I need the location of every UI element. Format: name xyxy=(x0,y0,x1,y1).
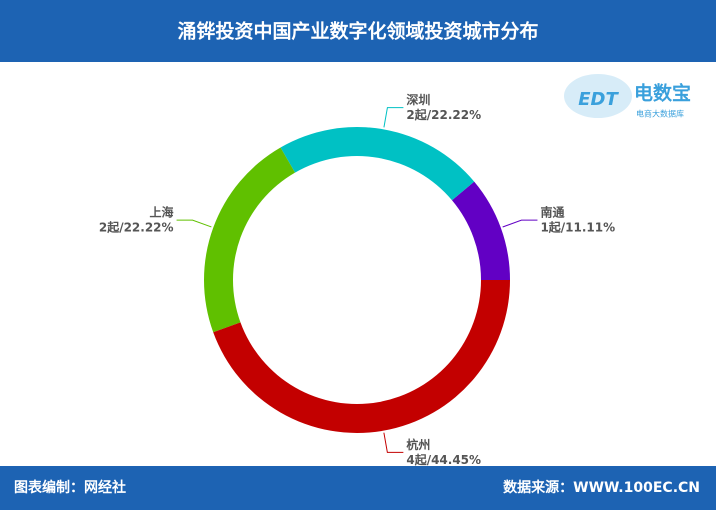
slice-name: 上海 xyxy=(150,205,174,220)
data-label: 4起/44.45% xyxy=(406,452,481,467)
slice-name: 深圳 xyxy=(406,92,430,107)
logo: EDT 电数宝 电商大数据库 xyxy=(564,74,691,119)
data-label: 2起/22.22% xyxy=(406,107,481,122)
slice-name: 南通 xyxy=(540,205,564,220)
data-label: 2起/22.22% xyxy=(99,220,174,235)
footer-left: 图表编制：网经社 xyxy=(14,479,126,496)
logo-subtitle: 电商大数据库 xyxy=(636,109,684,119)
logo-mark: EDT xyxy=(578,89,619,110)
donut-segment xyxy=(280,127,475,201)
chart-title: 涌铧投资中国产业数字化领域投资城市分布 xyxy=(177,20,538,43)
slice-name: 杭州 xyxy=(406,437,430,452)
leader-line xyxy=(383,432,404,453)
header-bar xyxy=(0,0,716,62)
donut-segment xyxy=(213,280,510,433)
plot: 南通1起/11.11%深圳2起/22.22%上海2起/22.22%杭州4起/44… xyxy=(99,92,615,467)
leader-line xyxy=(502,219,538,228)
leader-line xyxy=(176,219,212,228)
logo-name: 电数宝 xyxy=(634,82,691,105)
footer-right: 数据来源：WWW.100EC.CN xyxy=(503,479,700,496)
donut-segment xyxy=(451,181,510,280)
footer-bar xyxy=(0,466,716,510)
logo-cloud xyxy=(564,74,632,118)
leader-line xyxy=(383,107,404,128)
donut-segment xyxy=(203,147,296,333)
data-label: 1起/11.11% xyxy=(540,220,615,235)
